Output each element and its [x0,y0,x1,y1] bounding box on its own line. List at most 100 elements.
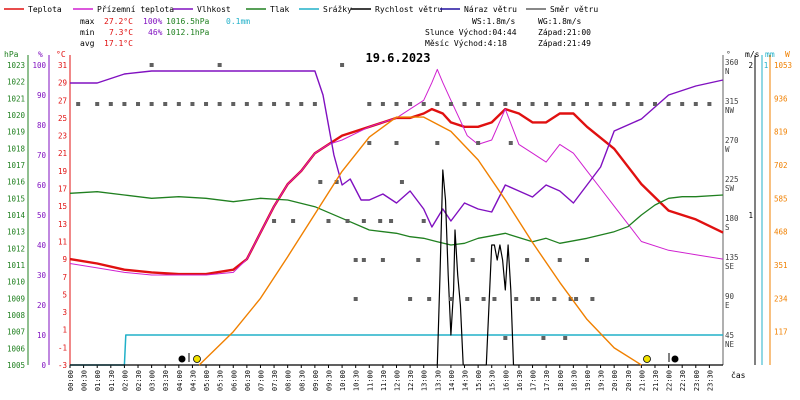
wind-direction-point [598,102,603,106]
wind-direction-point [378,219,383,223]
stat-max-hum: 100% [143,17,162,26]
tick-label-dir-deg: 315 [725,97,739,106]
tick-label-time: 02:00 [121,370,129,391]
wind-direction-point [584,102,589,106]
wind-direction-point [361,219,366,223]
wind-direction-point [244,102,249,106]
legend-label: Náraz větru [464,5,517,14]
tick-label-c: 9 [62,255,67,264]
tick-label-time: 04:30 [189,370,197,391]
tick-label-hpa: 1011 [7,261,25,270]
legend-label: Přízemní teplota [97,5,174,14]
astro-markers [178,353,679,363]
tick-label-time: 14:30 [462,370,470,391]
tick-label-time: 12:30 [407,370,415,391]
tick-label-hpa: 1008 [7,311,26,320]
tick-label-time: 19:00 [584,370,592,391]
tick-label-hpa: 1012 [7,244,25,253]
wind-direction-point [285,102,290,106]
wind-direction-point [552,297,557,301]
sunrise-icon [193,355,201,363]
tick-label-c: 27 [58,96,67,105]
tick-label-w: 234 [774,294,788,303]
wind-direction-point [448,297,453,301]
tick-label-c: 15 [58,202,67,211]
tick-label-time: 07:30 [271,370,279,391]
wind-direction-point [612,102,617,106]
tick-label-hpa: 1018 [7,144,26,153]
wind-direction-point [435,141,440,145]
tick-label-pct: 100 [32,61,46,70]
wind-direction-point [590,297,595,301]
wind-direction-point [345,219,350,223]
tick-label-time: 13:30 [434,370,442,391]
wind-direction-point [693,102,698,106]
wind-direction-point [312,102,317,106]
wind-direction-point [535,297,540,301]
wind-direction-point [163,102,168,106]
tick-label-pct: 20 [37,301,47,310]
tick-label-w: 936 [774,94,788,103]
tick-label-dir-name: W [725,145,730,154]
tick-label-time: 08:30 [298,370,306,391]
legend-label: Vlhkost [197,5,231,14]
tick-label-pct: 80 [37,121,47,130]
tick-label-time: 20:30 [625,370,633,391]
tick-label-time: 13:00 [421,370,429,391]
series-line [70,169,723,366]
tick-label-hpa: 1013 [7,228,25,237]
wind-direction-point [462,102,467,106]
tick-label-time: 21:00 [638,370,646,391]
tick-label-time: 23:00 [693,370,701,391]
tick-label-dir-name: NE [725,340,735,349]
tick-label-hpa: 1015 [7,194,25,203]
tick-label-hpa: 1009 [7,294,25,303]
tick-label-time: 07:00 [257,370,265,391]
wind-direction-point [557,258,562,262]
tick-label-hpa: 1019 [7,128,25,137]
tick-label-time: 23:30 [706,370,714,391]
legend-label: Rychlost větru [375,5,443,14]
wind-direction-point [136,102,141,106]
stat-avg-temp: 17.1°C [104,39,133,48]
tick-label-dir-deg: 270 [725,136,739,145]
tick-label-pct: 60 [37,181,47,190]
wind-direction-point [149,63,154,67]
tick-label-time: 08:00 [285,370,293,391]
tick-label-w: 117 [774,328,788,337]
tick-label-time: 19:30 [598,370,606,391]
stat-min-press: 1012.1hPa [166,28,210,37]
chart-title: 19.6.2023 [365,51,430,65]
moon-set: Západ:21:49 [538,39,591,48]
wind-direction-point [367,102,372,106]
tick-label-time: 20:00 [611,370,619,391]
wind-direction-point [525,258,530,262]
wind-direction-point [326,219,331,223]
wind-direction-point [76,102,81,106]
wind-direction-point [470,258,475,262]
wind-direction-point [530,297,535,301]
wind-direction-point [416,258,421,262]
tick-label-ms: 1 [748,211,753,220]
tick-label-dir-deg: 180 [725,214,739,223]
tick-label-c: 25 [58,114,67,123]
wind-direction-point [571,102,576,106]
wind-direction-point [530,102,535,106]
wind-direction-point [652,102,657,106]
tick-label-time: 22:30 [679,370,687,391]
wind-direction-point [492,297,497,301]
tick-label-dir-name: SE [725,262,735,271]
tick-label-time: 11:00 [366,370,374,391]
tick-label-pct: 10 [37,331,47,340]
tick-label-hpa: 1021 [7,94,25,103]
wind-direction-point [353,258,358,262]
wind-direction-point [541,336,546,340]
wind-direction-point [272,102,277,106]
tick-label-c: 1 [62,326,67,335]
tick-label-c: 23 [58,132,67,141]
legend-label: Teplota [28,5,62,14]
tick-label-w: 702 [774,161,788,170]
series-line [69,191,724,246]
wind-direction-point [122,102,127,106]
wind-direction-point [176,102,181,106]
